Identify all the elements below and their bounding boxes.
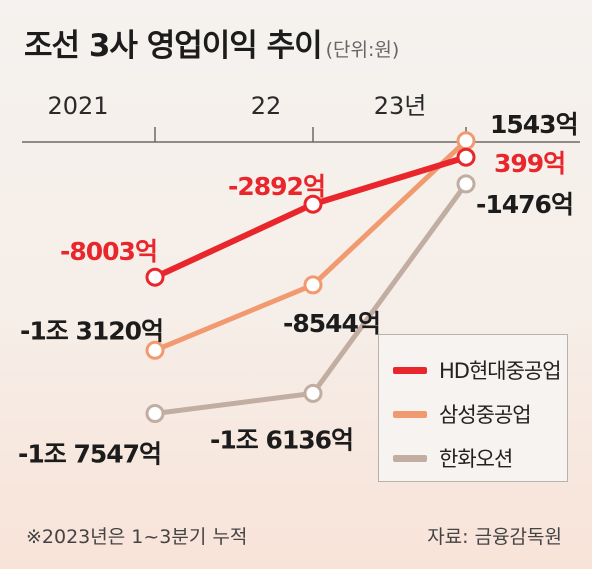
data-label-2-1: -1조 6136억 xyxy=(210,425,353,454)
legend-swatch-samsung xyxy=(393,410,427,418)
data-point-2-1 xyxy=(303,383,323,403)
legend-item-samsung: 삼성중공업 xyxy=(393,399,532,429)
legend-item-hanwha: 한화오션 xyxy=(393,443,513,473)
data-label-1-0: -1조 3120억 xyxy=(20,316,163,345)
data-point-2-0 xyxy=(145,404,165,423)
legend-label-hanwha: 한화오션 xyxy=(439,447,513,471)
data-point-1-1 xyxy=(303,275,323,295)
data-point-0-0 xyxy=(145,267,165,287)
x-tick-label-2: 23년 xyxy=(374,92,427,120)
footnote: ※2023년은 1~3분기 누적 xyxy=(26,526,248,548)
x-axis-labels: 2021 22 23년 xyxy=(47,92,426,120)
title-text: 조선 3사 영업이익 추이 xyxy=(24,28,323,64)
data-point-0-2 xyxy=(456,147,476,167)
legend-label-samsung: 삼성중공업 xyxy=(439,403,532,427)
x-axis-ticks xyxy=(154,127,467,142)
legend-swatch-hanwha xyxy=(393,454,427,462)
data-label-1-1: -8544억 xyxy=(283,309,380,338)
chart-title: 조선 3사 영업이익 추이 (단위:원) xyxy=(24,20,399,65)
legend-item-hd: HD현대중공업 xyxy=(393,355,562,385)
x-tick-label-0: 2021 xyxy=(47,92,108,120)
data-point-1-2 xyxy=(456,131,476,151)
data-label-0-2: 399억 xyxy=(494,149,565,178)
data-point-1-0 xyxy=(145,340,165,360)
data-label-0-0: -8003억 xyxy=(60,237,157,266)
source-credit: 자료: 금융감독원 xyxy=(427,526,562,548)
data-point-2-2 xyxy=(456,174,476,194)
series-points xyxy=(145,131,476,423)
value-labels: -8003억 -2892억 399억 -1조 3120억 -8544억 1543억 -1조 … xyxy=(18,110,579,469)
x-tick-label-1: 22 xyxy=(251,92,282,120)
legend-label-hd: HD현대중공업 xyxy=(439,359,562,383)
unit-label: (단위:원) xyxy=(325,39,400,61)
data-point-0-1 xyxy=(303,194,323,214)
data-label-2-2: -1476억 xyxy=(476,190,573,219)
data-label-1-2: 1543억 xyxy=(490,110,578,139)
data-label-2-0: -1조 7547억 xyxy=(18,440,161,469)
legend: HD현대중공업 삼성중공업 한화오션 xyxy=(378,334,568,482)
legend-swatch-hd xyxy=(393,366,427,374)
data-label-0-1: -2892억 xyxy=(228,172,325,201)
